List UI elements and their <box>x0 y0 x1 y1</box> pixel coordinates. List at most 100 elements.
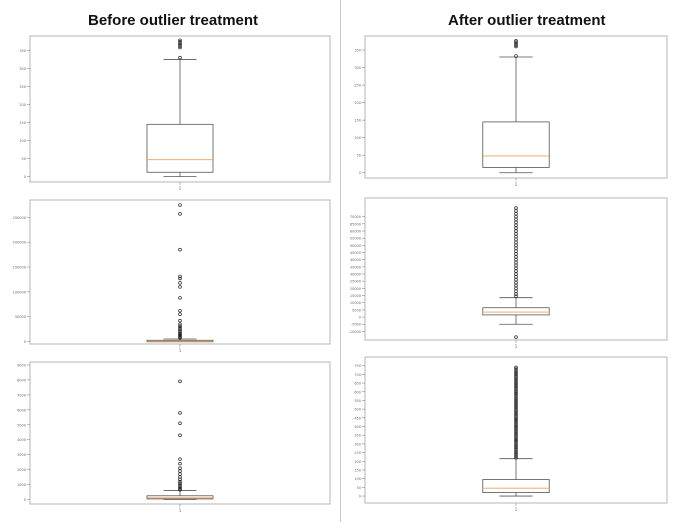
outlier-point <box>514 431 518 436</box>
after-title: After outlier treatment <box>448 12 606 29</box>
outlier-point <box>514 388 518 392</box>
x-tick-label: 1 <box>515 182 518 187</box>
boxplot-svg: 0 1000 2000 3000 4000 5000 6000 7000 8000 9000 1 <box>17 361 331 513</box>
y-tick-label: 300 <box>354 442 361 446</box>
boxplot-before-1: 0 50 100 150 200 250 300 350 1 <box>14 34 334 194</box>
y-tick-label: 250 <box>19 85 26 89</box>
y-tick-label: 200 <box>354 101 361 105</box>
outlier-point <box>178 312 182 316</box>
outlier-point <box>178 38 182 43</box>
iqr-box <box>482 307 550 316</box>
y-tick-label: 450 <box>354 416 361 420</box>
boxplot-svg: 0 50 100 150 200 250 300 350 1 <box>19 35 331 191</box>
y-tick-label: 100 <box>354 136 361 140</box>
outlier-point <box>514 39 518 43</box>
y-tick-label: -10000 <box>349 330 361 334</box>
outlier-point <box>178 461 182 466</box>
y-tick-label: 6000 <box>17 408 26 412</box>
y-tick-label: 20000 <box>350 287 361 291</box>
outlier-point <box>514 416 518 420</box>
outlier-point <box>514 442 518 446</box>
outlier-point <box>514 409 518 413</box>
y-tick-label: -5000 <box>351 323 361 327</box>
y-tick-label: 550 <box>354 399 361 403</box>
outlier-point <box>514 54 518 58</box>
x-tick-label: 1 <box>515 344 518 349</box>
outlier-point <box>514 414 518 418</box>
boxplot-svg: 0 50000 100000 150000 200000 250000 1 <box>13 199 331 353</box>
y-tick-label: 7000 <box>17 393 26 397</box>
outlier-point <box>178 466 182 470</box>
outlier-point <box>514 386 518 391</box>
y-tick-label: 4000 <box>17 438 26 442</box>
y-tick-label: 200 <box>354 460 361 464</box>
y-tick-label: 750 <box>354 364 361 368</box>
outlier-point <box>514 379 518 384</box>
outlier-point <box>514 436 518 441</box>
outlier-point <box>514 393 518 397</box>
outlier-point <box>178 40 182 44</box>
x-tick-label: 1 <box>179 508 182 513</box>
y-tick-label: 200 <box>19 103 26 107</box>
outlier-point <box>514 384 518 389</box>
outlier-point <box>178 274 182 279</box>
y-tick-label: 400 <box>354 425 361 429</box>
outlier-point <box>178 324 182 328</box>
y-tick-label: 150 <box>354 119 361 123</box>
outlier-point <box>514 454 518 458</box>
y-tick-label: 500 <box>354 408 361 412</box>
outlier-point <box>514 443 518 448</box>
y-tick-label: 600 <box>354 390 361 394</box>
outlier-point <box>514 391 518 396</box>
outlier-point <box>514 429 518 434</box>
outlier-point <box>514 433 518 437</box>
outlier-point <box>514 405 518 410</box>
outlier-point <box>514 417 518 422</box>
outlier-point <box>178 296 182 300</box>
outlier-point <box>514 412 518 417</box>
column-divider <box>340 0 341 522</box>
y-tick-label: 15000 <box>350 294 361 298</box>
y-tick-label: 150000 <box>13 266 26 270</box>
iqr-box <box>482 479 550 493</box>
outlier-point <box>514 377 518 382</box>
y-tick-label: 1000 <box>17 483 26 487</box>
iqr-box <box>146 495 214 500</box>
outlier-point <box>178 55 182 60</box>
boxplot-before-3: 0 1000 2000 3000 4000 5000 6000 7000 8000 9000 1 <box>14 360 334 516</box>
outlier-point <box>514 435 518 439</box>
outlier-point <box>514 452 518 457</box>
outlier-point <box>514 410 518 415</box>
outlier-point <box>514 400 518 404</box>
outlier-point <box>514 421 518 425</box>
outlier-point <box>514 449 518 453</box>
y-tick-label: 250 <box>354 84 361 88</box>
outlier-point <box>514 419 518 424</box>
outlier-point <box>514 395 518 399</box>
outlier-point <box>514 402 518 406</box>
boxplot-after-2: -10000 -5000 0 5000 10000 15000 20000 25000 3000… <box>349 196 671 352</box>
y-tick-label: 50 <box>22 157 26 161</box>
outlier-point <box>514 374 518 378</box>
y-tick-label: 70000 <box>350 215 361 219</box>
y-tick-label: 0 <box>359 171 361 175</box>
y-tick-label: 200000 <box>13 241 26 245</box>
outlier-point <box>178 322 182 326</box>
y-tick-label: 50000 <box>350 244 361 248</box>
outlier-point <box>178 203 182 207</box>
plot-frame <box>29 199 331 345</box>
outlier-point <box>514 335 518 339</box>
outlier-point <box>514 398 518 403</box>
y-tick-label: 10000 <box>350 301 361 305</box>
y-tick-label: 50000 <box>15 315 26 319</box>
outlier-point <box>514 381 518 385</box>
outlier-point <box>178 285 182 289</box>
y-tick-label: 350 <box>354 49 361 53</box>
outlier-point <box>514 390 518 394</box>
outlier-point <box>178 212 182 216</box>
outlier-point <box>514 440 518 444</box>
outlier-point <box>514 370 518 375</box>
y-tick-label: 30000 <box>350 273 361 277</box>
y-tick-label: 700 <box>354 373 361 377</box>
y-tick-label: 0 <box>24 175 26 179</box>
